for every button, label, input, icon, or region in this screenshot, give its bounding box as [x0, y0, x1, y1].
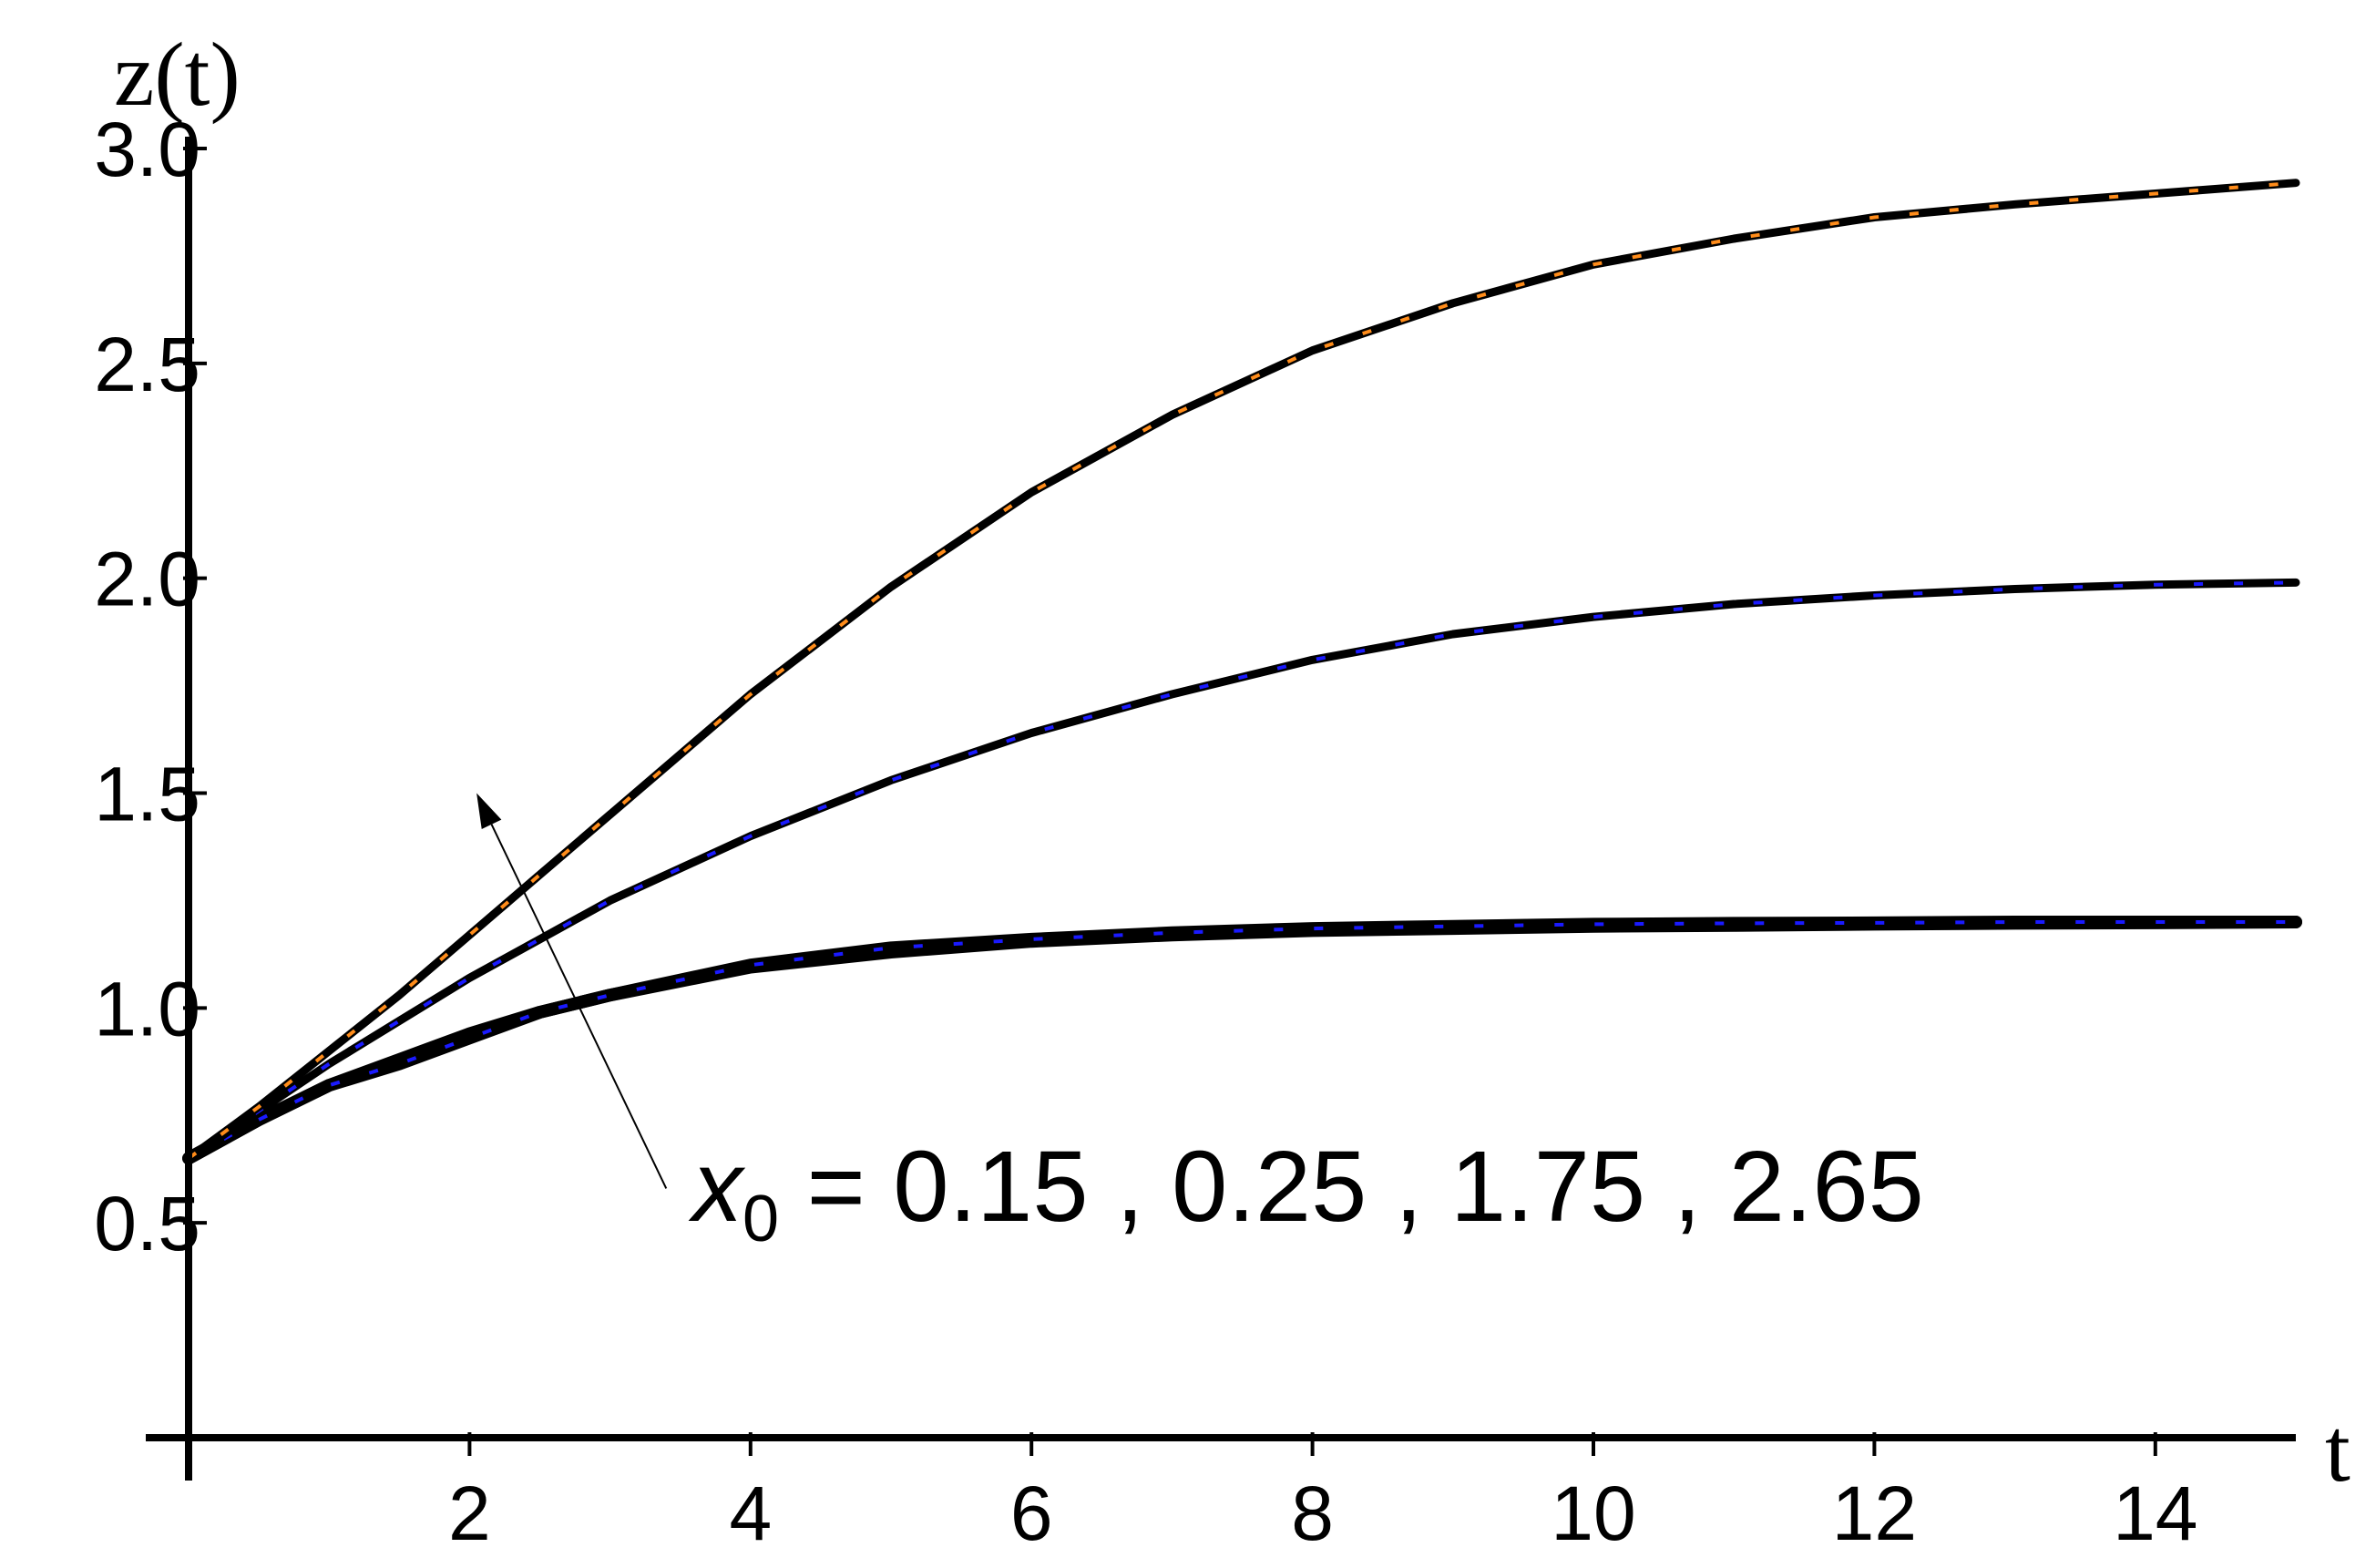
series-line-2: [182, 916, 2302, 1165]
x-tick-label: 2: [448, 1471, 491, 1556]
y-tick-label: 1.0: [94, 966, 200, 1051]
x-axis-label: t: [2325, 1399, 2350, 1501]
y-axis-label: z(t): [114, 24, 241, 125]
series-line-3: [184, 578, 2300, 1163]
y-tick-label: 2.0: [94, 537, 200, 622]
series-line-4: [184, 179, 2300, 1163]
annotation-variable: x: [688, 1131, 746, 1243]
annotation-arrow-head: [476, 793, 502, 829]
axes-group: [146, 137, 2296, 1481]
series-group: [182, 179, 2302, 1165]
x-tick-label: 14: [2113, 1471, 2197, 1556]
series-dash-3: [187, 580, 2297, 1161]
annotation-values: = 0.15 , 0.25 , 1.75 , 2.65: [779, 1131, 1924, 1243]
y-tick-label: 2.5: [94, 322, 200, 407]
x-tick-label: 10: [1551, 1471, 1635, 1556]
y-tick-label: 0.5: [94, 1181, 200, 1266]
annotation-arrow-line: [490, 824, 668, 1189]
annotation-group: x0 = 0.15 , 0.25 , 1.75 , 2.65: [476, 793, 1924, 1255]
x-tick-label: 4: [729, 1471, 772, 1556]
series-dash-4: [187, 180, 2297, 1161]
y-tick-label: 3.0: [94, 107, 200, 192]
annotation-label: x0 = 0.15 , 0.25 , 1.75 , 2.65: [688, 1131, 1924, 1255]
annotation-subscript: 0: [742, 1183, 779, 1255]
ticks-group: 2 4 6 8 10 12 14 0.5 1.0 1.5 2.0 2.5 3.0: [94, 107, 2197, 1556]
x-tick-label: 12: [1832, 1471, 1917, 1556]
x-tick-label: 6: [1010, 1471, 1053, 1556]
y-tick-label: 1.5: [94, 752, 200, 837]
x-tick-label: 8: [1291, 1471, 1334, 1556]
